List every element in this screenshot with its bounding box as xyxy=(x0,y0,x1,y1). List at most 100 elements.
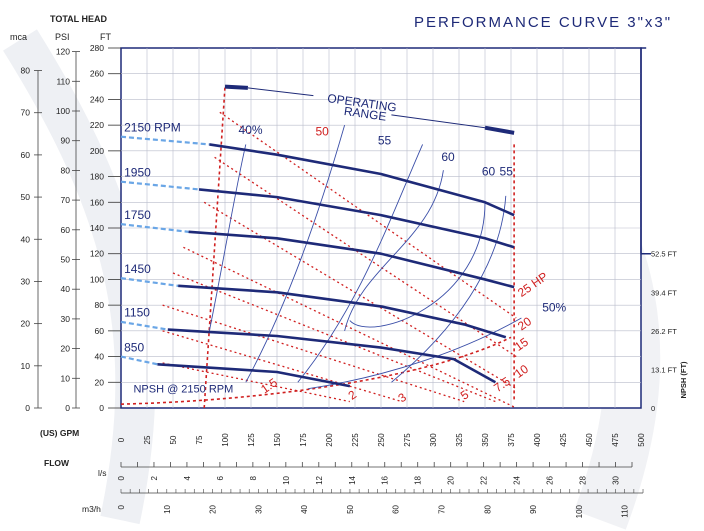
ft-tick-label: 120 xyxy=(90,249,104,259)
ft-tick-label: 160 xyxy=(90,197,104,207)
gpm-tick-label: 200 xyxy=(325,433,334,447)
psi-tick-label: 50 xyxy=(61,255,71,265)
ls-tick-label: 26 xyxy=(546,475,555,484)
npsh-tick-label: 26.2 FT xyxy=(651,327,677,336)
efficiency-label: 55 xyxy=(500,164,514,178)
m3h-tick-label: 80 xyxy=(483,504,492,513)
mca-tick-label: 30 xyxy=(21,276,31,286)
hp-line xyxy=(214,156,517,358)
psi-tick-label: 0 xyxy=(65,403,70,413)
operating-range-leader xyxy=(247,87,314,97)
gpm-tick-label: 350 xyxy=(481,433,490,447)
m3h-tick-label: 60 xyxy=(392,504,401,513)
axis-label-m3h: m3/h xyxy=(82,504,101,514)
speed-curve-extension xyxy=(120,180,200,191)
m3h-tick-label: 40 xyxy=(300,504,309,513)
speed-curve-label: 1150 xyxy=(124,306,150,320)
psi-tick-label: 30 xyxy=(61,314,71,324)
mca-tick-label: 70 xyxy=(21,108,31,118)
speed-curve xyxy=(209,143,515,217)
gpm-tick-label: 25 xyxy=(143,435,152,444)
speed-curve-extension xyxy=(120,355,158,366)
speed-curve-extension xyxy=(120,223,189,233)
gpm-tick-label: 50 xyxy=(169,435,178,444)
operating-range-marker xyxy=(224,84,248,90)
mca-tick-label: 80 xyxy=(21,66,31,76)
speed-curve xyxy=(157,362,351,388)
efficiency-label: 50% xyxy=(542,301,566,315)
operating-range-marker xyxy=(484,125,515,135)
ft-tick-label: 40 xyxy=(95,352,105,362)
gpm-tick-label: 0 xyxy=(117,437,126,442)
speed-curve-label: 2150 RPM xyxy=(124,121,181,135)
efficiency-curve xyxy=(344,170,444,331)
hp-line xyxy=(162,330,402,403)
psi-tick-label: 90 xyxy=(61,136,71,146)
psi-tick-label: 100 xyxy=(56,106,70,116)
mca-tick-label: 50 xyxy=(21,192,31,202)
gpm-tick-label: 450 xyxy=(585,433,594,447)
m3h-tick-label: 10 xyxy=(163,504,172,513)
gpm-tick-label: 150 xyxy=(273,433,282,447)
ls-tick-label: 0 xyxy=(117,475,126,480)
gpm-tick-label: 175 xyxy=(299,433,308,447)
axis-label-mca: mca xyxy=(10,32,27,42)
watermark-swoosh xyxy=(3,29,156,525)
efficiency-label: 60 xyxy=(441,150,455,164)
gpm-tick-label: 100 xyxy=(221,433,230,447)
speed-curve-label: 850 xyxy=(124,340,144,354)
mca-tick-label: 60 xyxy=(21,150,31,160)
m3h-tick-label: 50 xyxy=(346,504,355,513)
m3h-tick-label: 70 xyxy=(438,504,447,513)
hp-line xyxy=(162,362,350,403)
ft-tick-label: 0 xyxy=(99,403,104,413)
chart-title: PERFORMANCE CURVE 3"x3" xyxy=(414,14,673,31)
ls-tick-label: 28 xyxy=(579,475,588,484)
ft-tick-label: 220 xyxy=(90,120,104,130)
ls-tick-label: 30 xyxy=(612,475,621,484)
efficiency-label: 40% xyxy=(239,123,263,137)
psi-tick-label: 20 xyxy=(61,344,71,354)
npsh-tick-label: 0 xyxy=(651,404,655,413)
ls-tick-label: 4 xyxy=(183,475,192,480)
efficiency-label: 50 xyxy=(315,124,329,138)
gpm-tick-label: 125 xyxy=(247,433,256,447)
ft-tick-label: 200 xyxy=(90,146,104,156)
psi-tick-label: 70 xyxy=(61,195,71,205)
ft-tick-label: 240 xyxy=(90,94,104,104)
efficiency-curve xyxy=(297,144,424,383)
speed-curve xyxy=(188,230,515,289)
m3h-tick-label: 100 xyxy=(575,504,584,518)
efficiency-curve xyxy=(245,125,346,383)
m3h-tick-label: 30 xyxy=(254,504,263,513)
efficiency-label: 55 xyxy=(378,133,392,147)
psi-tick-label: 40 xyxy=(61,284,71,294)
gpm-tick-label: 325 xyxy=(455,433,464,447)
psi-tick-label: 80 xyxy=(61,165,71,175)
npsh-tick-label: 52.5 FT xyxy=(651,250,677,259)
gpm-tick-label: 475 xyxy=(611,433,620,447)
efficiency-curve xyxy=(391,195,507,383)
ls-tick-label: 6 xyxy=(216,475,225,480)
mca-tick-label: 0 xyxy=(25,403,30,413)
gpm-tick-label: 225 xyxy=(351,433,360,447)
hp-line xyxy=(219,111,517,319)
npsh-curve-label: NPSH @ 2150 RPM xyxy=(133,384,233,396)
ft-tick-label: 280 xyxy=(90,43,104,53)
speed-curve-label: 1950 xyxy=(124,166,151,180)
axis-label-flow: FLOW xyxy=(44,458,70,468)
ft-tick-label: 180 xyxy=(90,172,104,182)
m3h-tick-label: 0 xyxy=(117,504,126,509)
m3h-tick-label: 90 xyxy=(529,504,538,513)
ls-tick-label: 14 xyxy=(348,475,357,484)
gpm-tick-label: 75 xyxy=(195,435,204,444)
npsh-tick-label: 39.4 FT xyxy=(651,288,677,297)
operating-range-leader xyxy=(391,114,486,129)
ls-tick-label: 2 xyxy=(150,475,159,480)
ls-tick-label: 8 xyxy=(249,475,258,480)
annotation-range: RANGE xyxy=(343,104,387,124)
speed-curve-label: 1450 xyxy=(124,262,151,276)
hp-line xyxy=(183,246,517,409)
speed-curve xyxy=(167,328,497,384)
